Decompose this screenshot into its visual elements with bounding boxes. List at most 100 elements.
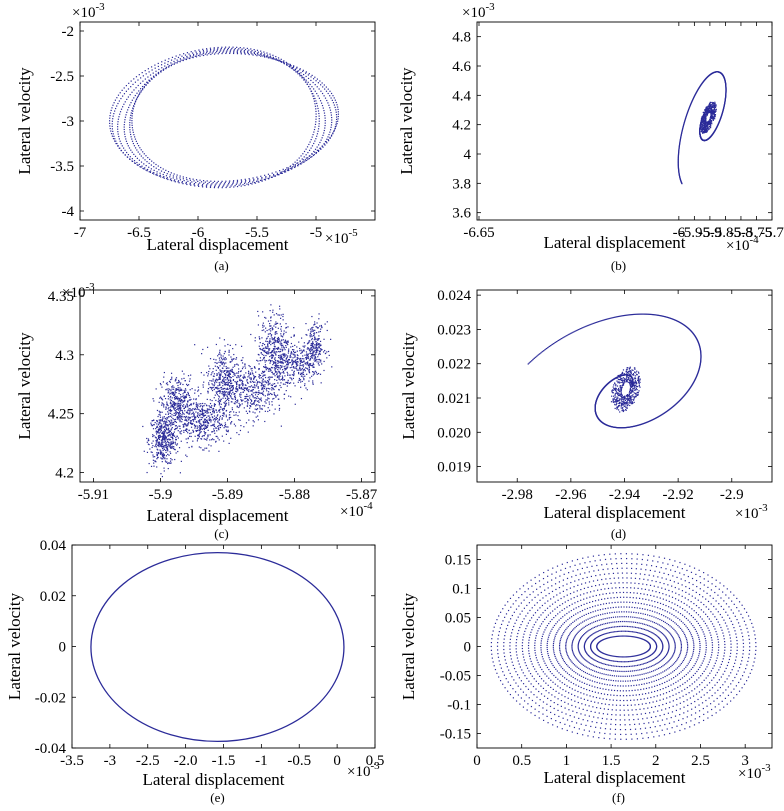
data-point (263, 55, 266, 57)
data-point (208, 181, 210, 183)
data-point (165, 418, 167, 420)
data-point (175, 398, 178, 400)
data-point (136, 98, 138, 100)
data-point (301, 162, 303, 164)
data-point (224, 402, 226, 405)
data-point (268, 359, 270, 362)
data-point (301, 158, 303, 160)
data-point (136, 92, 138, 94)
data-point (261, 380, 263, 382)
data-point (238, 379, 241, 381)
data-point (175, 55, 177, 57)
data-point (171, 63, 173, 65)
data-point (213, 425, 216, 427)
data-point (322, 134, 324, 136)
data-point (227, 388, 229, 390)
data-point (131, 124, 133, 126)
data-point (124, 149, 126, 151)
data-point (169, 444, 171, 447)
data-point (296, 67, 298, 69)
data-point (112, 138, 115, 140)
data-point (296, 360, 299, 363)
data-point (271, 327, 273, 329)
data-point (213, 411, 215, 413)
data-point (251, 393, 253, 395)
data-point (187, 432, 189, 434)
data-point (164, 59, 166, 61)
data-point (128, 82, 130, 84)
data-point (190, 409, 192, 411)
data-point (708, 120, 710, 122)
data-point (184, 391, 186, 393)
data-point (223, 412, 225, 414)
data-point (222, 361, 224, 363)
data-point (221, 388, 223, 390)
data-point (176, 395, 178, 398)
data-point (224, 376, 226, 379)
data-point (150, 66, 153, 68)
data-point (221, 363, 223, 365)
data-point (187, 416, 189, 418)
data-point (299, 369, 301, 371)
data-point (138, 90, 140, 92)
data-point (682, 125, 685, 127)
data-point (176, 178, 178, 180)
data-point (312, 93, 314, 95)
data-point (711, 104, 714, 106)
data-point (708, 111, 711, 113)
data-point (118, 138, 120, 140)
data-point (681, 129, 683, 131)
data-point (171, 56, 174, 58)
data-point (337, 108, 339, 111)
data-point (152, 398, 154, 400)
data-point (213, 397, 215, 399)
data-point (124, 101, 126, 103)
data-point (168, 443, 170, 445)
data-point (224, 390, 226, 392)
data-point (167, 398, 169, 400)
data-point (171, 447, 173, 449)
data-point (224, 392, 226, 394)
data-point (224, 426, 226, 428)
data-point (160, 420, 162, 422)
data-point (310, 90, 312, 92)
data-point (152, 434, 154, 436)
data-point (685, 116, 687, 118)
data-point (713, 105, 715, 107)
data-point (225, 367, 228, 370)
data-point (153, 435, 155, 437)
data-point (232, 387, 234, 390)
data-point (167, 392, 169, 394)
data-point (256, 359, 258, 361)
data-point (708, 104, 710, 106)
data-point (270, 344, 272, 346)
data-point (185, 428, 187, 430)
data-point (211, 399, 213, 402)
data-point (171, 433, 173, 435)
data-point (192, 412, 194, 415)
data-point (679, 141, 681, 143)
data-point (242, 357, 244, 359)
data-point (239, 380, 241, 382)
data-point (122, 106, 124, 108)
x-tick-label: -5.95 (679, 225, 710, 241)
data-point (256, 180, 258, 182)
data-point (337, 118, 339, 120)
data-point (245, 384, 247, 387)
data-point (171, 436, 174, 439)
data-point (199, 179, 201, 181)
data-point (162, 458, 164, 460)
data-point (151, 442, 153, 444)
data-point (248, 410, 251, 412)
data-point (244, 395, 246, 398)
data-point (706, 124, 708, 126)
data-point (276, 322, 279, 324)
data-point (122, 152, 124, 154)
data-point (296, 159, 298, 161)
data-point (140, 90, 142, 92)
data-point (144, 159, 146, 161)
data-point (198, 408, 200, 411)
data-point (315, 138, 317, 140)
data-point (701, 120, 703, 122)
data-point (178, 419, 180, 421)
